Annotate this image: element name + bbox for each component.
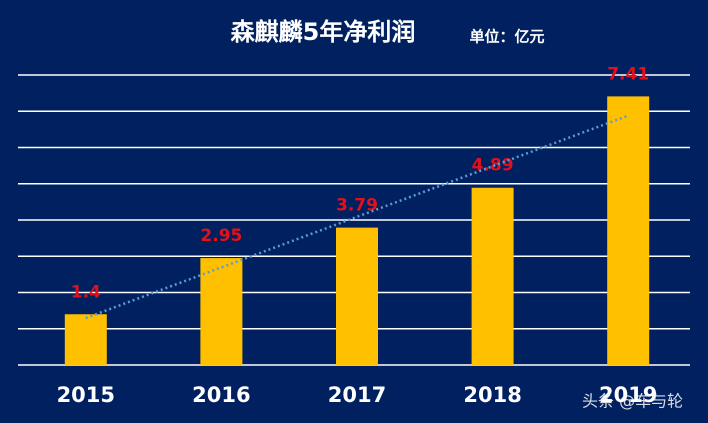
unit-label: 单位：亿元 [469,28,544,46]
x-tick-label: 2019 [599,383,657,407]
value-label: 1.4 [71,282,101,302]
trend-line [85,114,629,320]
bar [200,258,243,365]
x-tick-label: 2016 [192,383,250,407]
watermark: 头条 @车与轮 [582,392,683,411]
bar [471,187,514,365]
x-tick-label: 2017 [328,383,386,407]
x-tick-label: 2018 [463,383,521,407]
value-label: 2.95 [200,226,242,246]
value-label: 4.89 [472,156,514,176]
value-label: 7.41 [607,64,649,84]
chart-title: 森麒麟5年净利润 [231,18,416,46]
value-label: 3.79 [336,196,378,216]
bar [336,227,378,365]
bar [607,96,650,365]
bar [64,314,107,365]
x-tick-label: 2015 [57,383,115,407]
